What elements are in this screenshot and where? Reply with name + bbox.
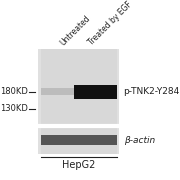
- Bar: [74, 135, 116, 145]
- Bar: [74, 85, 116, 99]
- Bar: [41, 88, 83, 95]
- Text: HepG2: HepG2: [62, 160, 95, 170]
- Text: 130KD: 130KD: [0, 104, 28, 113]
- Text: Treated by EGF: Treated by EGF: [86, 0, 134, 48]
- Bar: [74, 49, 116, 154]
- Bar: [38, 49, 119, 154]
- Text: β-actin: β-actin: [123, 136, 155, 145]
- Text: Untreated: Untreated: [58, 14, 92, 48]
- Bar: [41, 49, 83, 154]
- Text: 180KD: 180KD: [0, 87, 28, 96]
- Text: p-TNK2-Y284: p-TNK2-Y284: [123, 87, 180, 96]
- Bar: [41, 135, 83, 145]
